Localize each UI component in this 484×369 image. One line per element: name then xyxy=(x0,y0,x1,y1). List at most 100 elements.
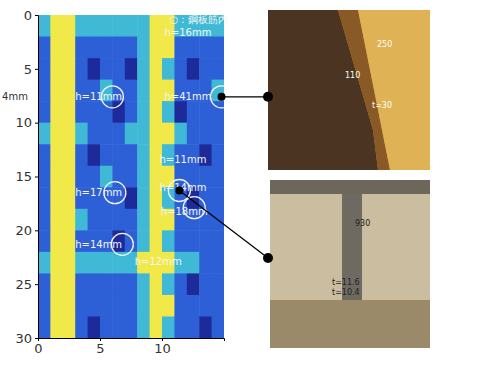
heat-cell xyxy=(63,58,76,80)
heat-cell xyxy=(88,37,101,59)
y-tick-mark xyxy=(35,284,38,285)
heat-cell xyxy=(174,58,187,80)
y-tick: 25 xyxy=(15,277,38,292)
callout-dot xyxy=(218,93,226,101)
heat-cell xyxy=(150,295,163,317)
annotation-label: h=17mm xyxy=(75,187,122,198)
y-tick-label: 30 xyxy=(15,331,32,346)
heat-cell xyxy=(212,123,224,145)
heat-cell xyxy=(63,166,76,188)
heat-cell xyxy=(212,58,224,80)
heat-cell xyxy=(137,316,150,338)
y-tick-label: 25 xyxy=(15,277,32,292)
y-axis: 051015202530 xyxy=(15,8,38,346)
photo: 250110t=30 xyxy=(268,10,430,170)
annotation-label: h=16mm xyxy=(164,27,211,38)
y-tick-mark xyxy=(35,69,38,70)
heat-cell xyxy=(174,37,187,59)
photo-label: 250 xyxy=(377,40,392,49)
heat-cell xyxy=(187,252,200,274)
heat-cell xyxy=(38,252,51,274)
heat-cell xyxy=(125,295,138,317)
heat-cell xyxy=(75,166,88,188)
heat-cell xyxy=(125,144,138,166)
heat-cell xyxy=(63,187,76,209)
heat-cell xyxy=(199,230,212,252)
annotation-label: h=11mm xyxy=(75,91,122,102)
photo-label: t=30 xyxy=(372,101,392,110)
heat-cell xyxy=(137,166,150,188)
x-tick: 5 xyxy=(96,338,104,356)
heat-cell xyxy=(88,144,101,166)
heat-cell xyxy=(63,230,76,252)
y-tick-mark xyxy=(35,230,38,231)
heat-cell xyxy=(75,101,88,123)
heat-cell xyxy=(88,295,101,317)
annotations: ○：鋼板筋内h=16mm4mmh=11mmh=41mmh=11mmh=17mmh… xyxy=(2,14,228,266)
heat-cell xyxy=(50,144,63,166)
heat-cell xyxy=(75,144,88,166)
heat-cell xyxy=(50,187,63,209)
heat-cell xyxy=(125,101,138,123)
y-tick-mark xyxy=(35,338,38,339)
annotation-circle xyxy=(211,86,224,108)
callouts xyxy=(175,92,273,263)
y-tick: 0 xyxy=(24,8,38,23)
y-tick-mark xyxy=(35,177,38,178)
heat-cell xyxy=(50,101,63,123)
y-tick-label: 5 xyxy=(24,61,32,76)
annotation-label: h=12mm xyxy=(135,256,182,267)
heat-cell xyxy=(162,273,175,295)
heat-cell xyxy=(38,144,51,166)
heat-cell xyxy=(100,37,113,59)
heat-cell xyxy=(50,15,63,37)
heat-cell xyxy=(125,80,138,102)
heat-cell xyxy=(125,316,138,338)
heat-cell xyxy=(150,101,163,123)
heat-cell xyxy=(50,80,63,102)
heat-cell xyxy=(100,144,113,166)
heat-cell xyxy=(137,58,150,80)
heat-cell xyxy=(187,316,200,338)
x-tick-label: 0 xyxy=(34,341,42,356)
photo-stain xyxy=(270,300,430,348)
heat-cell xyxy=(137,37,150,59)
y-tick-label: 10 xyxy=(15,115,32,130)
heat-cell xyxy=(112,37,125,59)
heat-cell xyxy=(187,123,200,145)
photo-background xyxy=(270,180,430,348)
heat-cell xyxy=(137,209,150,231)
annotation-label: h=11mm xyxy=(160,154,207,165)
heat-cell xyxy=(199,295,212,317)
heat-cell xyxy=(212,273,224,295)
heat-cell xyxy=(112,144,125,166)
heat-cell xyxy=(150,37,163,59)
heat-cell xyxy=(88,316,101,338)
heat-cell xyxy=(88,58,101,80)
photo: 930t=11.6t=10.4 xyxy=(270,180,430,348)
heat-cell xyxy=(88,252,101,274)
heat-cell xyxy=(125,123,138,145)
heat-cell xyxy=(174,273,187,295)
heat-cell xyxy=(112,101,125,123)
heat-cell xyxy=(88,15,101,37)
heat-cell xyxy=(100,252,113,274)
heat-cell xyxy=(162,101,175,123)
y-tick: 10 xyxy=(15,115,38,130)
heat-cell xyxy=(125,37,138,59)
heat-cell xyxy=(38,230,51,252)
heat-cell xyxy=(174,101,187,123)
heat-cell xyxy=(100,123,113,145)
annotation-label: ○：鋼板筋内 xyxy=(169,14,228,25)
heat-cell xyxy=(100,295,113,317)
heat-cell xyxy=(125,273,138,295)
heat-cell xyxy=(137,187,150,209)
heat-cell xyxy=(50,273,63,295)
heat-cell xyxy=(212,252,224,274)
heat-cell xyxy=(50,209,63,231)
heat-cell xyxy=(63,123,76,145)
heat-cell xyxy=(38,101,51,123)
annotation-circles xyxy=(101,86,224,256)
heat-cell xyxy=(38,58,51,80)
heat-cell xyxy=(187,101,200,123)
